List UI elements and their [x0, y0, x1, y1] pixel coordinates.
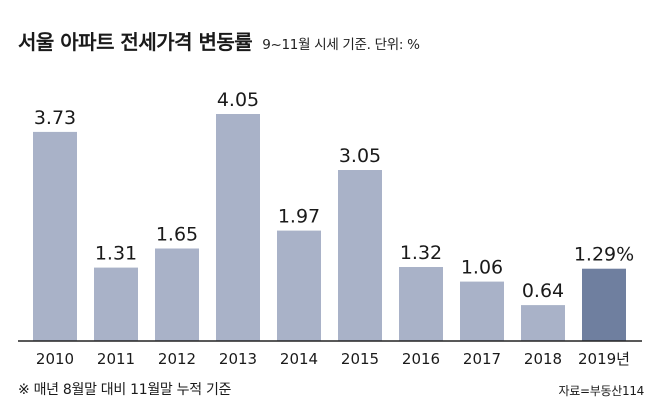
x-tick-label-2012: 2012 — [158, 350, 196, 368]
value-label-2019년: 1.29% — [574, 244, 634, 266]
value-label-2013: 4.05 — [217, 89, 259, 111]
bar-2010 — [33, 131, 77, 341]
x-tick-label-2015: 2015 — [341, 350, 379, 368]
value-label-2014: 1.97 — [278, 206, 320, 228]
chart-subtitle: 9~11월 시세 기준. 단위: % — [262, 37, 420, 53]
x-tick-label-2013: 2013 — [219, 350, 257, 368]
value-label-2011: 1.31 — [95, 243, 137, 265]
bar-2015 — [338, 170, 382, 341]
bar-2013 — [216, 114, 260, 341]
bar-2017 — [460, 281, 504, 341]
title-row: 서울 아파트 전세가격 변동률 9~11월 시세 기준. 단위: % — [18, 26, 420, 55]
x-tick-label-2010: 2010 — [36, 350, 74, 368]
bar-2011 — [94, 267, 138, 341]
chart-title: 서울 아파트 전세가격 변동률 — [18, 30, 253, 54]
value-label-2015: 3.05 — [339, 145, 381, 167]
x-tick-label-2014: 2014 — [280, 350, 318, 368]
value-label-2010: 3.73 — [34, 107, 76, 129]
bar-2014 — [277, 230, 321, 341]
bar-2018 — [521, 305, 565, 341]
x-tick-label-2018: 2018 — [524, 350, 562, 368]
x-tick-label-2016: 2016 — [402, 350, 440, 368]
bar-2012 — [155, 248, 199, 341]
value-label-2018: 0.64 — [522, 280, 564, 302]
value-label-2017: 1.06 — [461, 257, 503, 279]
value-label-2016: 1.32 — [400, 242, 442, 264]
footnote: ※ 매년 8월말 대비 11월말 누적 기준 — [18, 382, 232, 398]
bar-2016 — [399, 267, 443, 341]
x-tick-label-2011: 2011 — [97, 350, 135, 368]
x-tick-label-2019년: 2019년 — [578, 350, 630, 368]
x-tick-label-2017: 2017 — [463, 350, 501, 368]
source-credit: 자료=부동산114 — [558, 384, 645, 398]
value-label-2012: 1.65 — [156, 224, 198, 246]
bar-2019년 — [582, 268, 626, 341]
